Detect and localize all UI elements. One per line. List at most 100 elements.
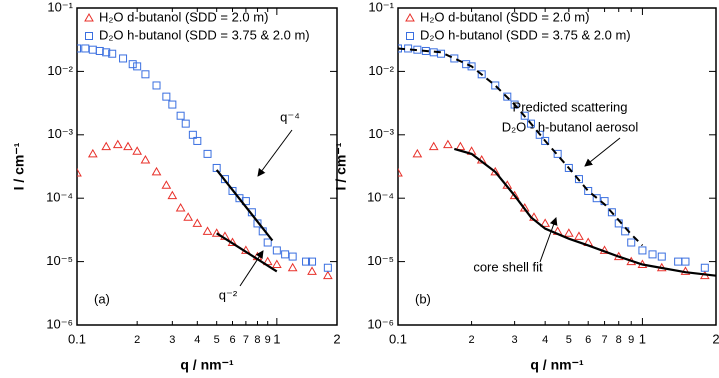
point [287, 262, 298, 272]
point [88, 45, 97, 54]
point [428, 141, 439, 151]
point [95, 46, 104, 55]
plot-frame [397, 7, 717, 326]
annotation-arrow [539, 217, 558, 263]
point [467, 62, 476, 71]
point [162, 92, 171, 101]
y-tick-label: 10⁻¹ [368, 0, 394, 14]
x-tick-label: 9 [628, 334, 634, 346]
annotation: q⁻⁴ [280, 109, 300, 124]
point [627, 238, 636, 247]
point [574, 175, 583, 184]
point [563, 228, 574, 237]
point [584, 186, 593, 195]
point [553, 149, 562, 158]
x-tick-label: 4 [542, 334, 548, 346]
fit-line [453, 147, 716, 277]
fit-line [216, 232, 278, 273]
y-tick-label: 10⁻³ [47, 126, 73, 141]
x-tick-label: 2 [333, 331, 340, 346]
x-tick-label: 2 [712, 331, 719, 346]
y-tick-label: 10⁻⁶ [367, 316, 394, 331]
point [152, 81, 161, 90]
point [450, 54, 459, 63]
y-tick-label: 10⁻¹ [47, 0, 73, 14]
point [77, 167, 82, 177]
point [541, 136, 550, 145]
point [404, 44, 413, 53]
legend-marker [406, 32, 414, 40]
legend-marker [405, 12, 415, 22]
x-tick-label: 4 [194, 334, 200, 346]
y-tick-label: 10⁻² [47, 63, 73, 78]
point [108, 49, 117, 58]
point [322, 270, 333, 280]
point [564, 163, 573, 172]
fit-line [215, 169, 274, 242]
annotation-arrow [239, 250, 264, 287]
panel: 0.1 2 3 4 5 6 7 8 9 1 2 10⁻⁶ 10⁻⁵ 10⁻⁴ 10⁻³ 10⁻² 10⁻¹ q /… [333, 0, 719, 373]
point [168, 100, 177, 109]
panel-label: (a) [94, 291, 110, 306]
point [133, 62, 142, 71]
x-tick-label: 7 [601, 334, 607, 346]
y-tick-label: 10⁻⁵ [367, 253, 394, 268]
point [123, 141, 133, 151]
x-tick-label: 0.1 [389, 331, 407, 346]
legend-label: D₂O h-butanol (SDD = 3.75 & 2.0 m) [99, 27, 310, 42]
point [235, 194, 244, 203]
point [700, 263, 709, 272]
y-tick-label: 10⁻² [368, 63, 394, 78]
x-tick-label: 0.1 [68, 331, 86, 346]
point [271, 259, 282, 269]
y-axis-label: I / cm⁻¹ [11, 142, 27, 190]
x-tick-label: 5 [214, 334, 220, 346]
point [176, 111, 185, 120]
point [412, 148, 423, 158]
point [674, 257, 683, 266]
point [77, 44, 81, 53]
point [102, 48, 111, 57]
point [192, 218, 203, 227]
point [228, 186, 237, 195]
point [302, 257, 311, 266]
x-tick-label: 2 [469, 334, 475, 346]
point [437, 49, 446, 58]
point [503, 92, 512, 101]
x-tick-label: 7 [243, 334, 249, 346]
point [574, 231, 584, 240]
point [161, 180, 172, 189]
point [657, 252, 666, 261]
y-tick-label: 10⁻⁴ [46, 190, 73, 205]
x-tick-label: 3 [512, 334, 518, 346]
point [307, 266, 317, 275]
plot-area [77, 44, 333, 280]
point [193, 136, 202, 145]
point [167, 190, 178, 200]
point [462, 60, 471, 69]
point [101, 141, 112, 151]
point [140, 155, 151, 164]
point [202, 226, 213, 235]
point [203, 149, 212, 158]
x-axis-label: q / nm⁻¹ [180, 357, 234, 373]
point [87, 148, 98, 158]
x-tick-label: 2 [134, 334, 140, 346]
point [175, 203, 186, 212]
annotation: q⁻² [219, 287, 238, 302]
point [510, 100, 519, 109]
point [220, 175, 229, 184]
point [288, 252, 297, 261]
panel-label: (b) [415, 291, 431, 306]
point [263, 238, 272, 247]
legend-marker [85, 32, 93, 40]
point [132, 146, 143, 155]
point [119, 54, 128, 63]
point [272, 246, 281, 255]
point [323, 263, 332, 272]
point [455, 141, 466, 151]
point [281, 250, 290, 259]
point [648, 250, 657, 259]
x-tick-label: 6 [229, 334, 235, 346]
